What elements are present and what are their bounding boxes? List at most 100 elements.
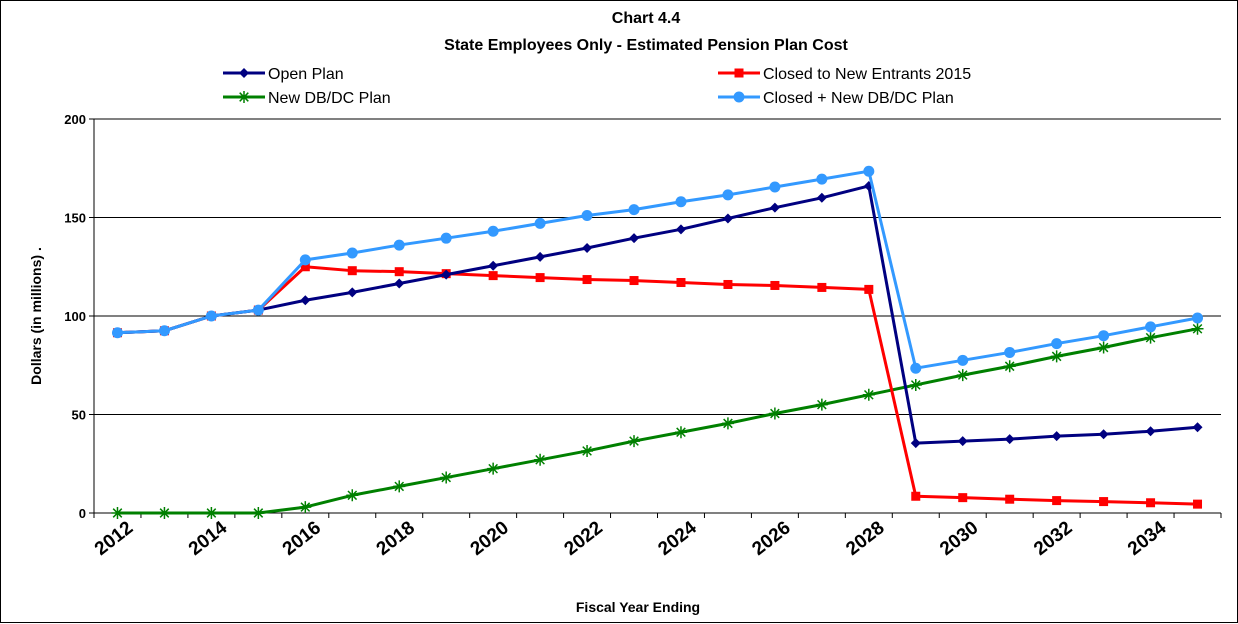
legend-label: Open Plan xyxy=(268,66,344,83)
data-point xyxy=(911,491,921,501)
data-point xyxy=(629,276,639,286)
data-point xyxy=(1005,494,1015,504)
data-point xyxy=(1192,312,1204,324)
chart-subtitle: State Employees Only - Estimated Pension… xyxy=(444,37,848,54)
data-point xyxy=(1099,497,1109,507)
y-tick-label: 100 xyxy=(64,309,86,324)
data-point xyxy=(1191,322,1204,335)
data-point xyxy=(723,279,733,289)
data-point xyxy=(1145,321,1157,333)
data-point xyxy=(1098,330,1110,342)
data-point xyxy=(957,436,968,447)
x-axis-label: Fiscal Year Ending xyxy=(576,599,700,615)
data-point xyxy=(488,271,498,281)
data-point xyxy=(441,269,452,280)
x-tick-label: 2032 xyxy=(1030,517,1076,560)
data-point xyxy=(347,287,358,298)
data-point xyxy=(910,438,921,449)
data-point xyxy=(722,189,734,201)
data-point xyxy=(300,262,310,272)
y-tick-label: 0 xyxy=(79,506,86,521)
data-point xyxy=(346,489,359,502)
data-point xyxy=(158,507,171,519)
legend-item-closed-new-db-dc-plan: Closed + New DB/DC Plan xyxy=(718,90,954,107)
data-point xyxy=(1052,496,1062,506)
data-point xyxy=(582,243,593,254)
data-point xyxy=(864,284,874,294)
x-tick-label: 2014 xyxy=(185,517,232,560)
data-point xyxy=(299,254,311,266)
data-point xyxy=(956,369,969,382)
data-point xyxy=(675,196,687,208)
data-point xyxy=(769,181,781,193)
data-point xyxy=(1004,434,1015,445)
legend-marker xyxy=(733,91,745,103)
data-point xyxy=(535,251,546,262)
data-point xyxy=(958,493,968,503)
data-point xyxy=(1192,422,1203,433)
series-line xyxy=(117,169,1198,370)
legend-marker xyxy=(238,91,250,103)
data-point xyxy=(347,266,357,276)
data-point xyxy=(205,310,217,322)
data-point xyxy=(252,507,265,519)
legend-marker xyxy=(239,68,249,78)
data-point xyxy=(158,325,170,337)
data-point xyxy=(722,213,733,224)
data-point xyxy=(299,501,312,514)
x-tick-label: 2018 xyxy=(373,517,419,560)
data-point xyxy=(440,232,452,244)
data-point xyxy=(1004,346,1016,358)
data-point xyxy=(487,225,499,237)
data-point xyxy=(1145,426,1156,437)
data-point xyxy=(721,417,734,430)
x-tick-label: 2026 xyxy=(748,517,794,560)
data-point xyxy=(629,233,640,244)
legend: Open Plan Closed to New Entrants 2015 New … xyxy=(223,66,971,107)
data-point xyxy=(675,224,686,235)
data-point xyxy=(440,471,453,484)
y-axis-label: Dollars (in millions) . xyxy=(28,247,44,385)
series-group xyxy=(111,165,1204,519)
data-point xyxy=(768,407,781,420)
data-point xyxy=(581,444,594,457)
data-point xyxy=(769,202,780,213)
legend-marker xyxy=(734,68,744,78)
data-point xyxy=(534,453,547,466)
data-point xyxy=(1097,341,1110,354)
x-tick-label: 2020 xyxy=(467,517,513,560)
legend-item-open-plan: Open Plan xyxy=(223,66,344,83)
data-point xyxy=(770,280,780,290)
data-point xyxy=(1051,338,1063,350)
data-point xyxy=(1003,360,1016,373)
data-point xyxy=(910,362,922,374)
data-point xyxy=(676,278,686,288)
x-tick-label: 2024 xyxy=(654,517,701,560)
data-point xyxy=(394,267,404,277)
data-point xyxy=(862,388,875,401)
data-point xyxy=(346,247,358,259)
data-point xyxy=(534,217,546,229)
series-line xyxy=(117,327,1198,515)
series-line xyxy=(117,265,1198,506)
series-new-db-dc-plan xyxy=(111,322,1204,519)
x-tick-label: 2030 xyxy=(936,517,982,560)
data-point xyxy=(1051,431,1062,442)
legend-item-closed-to-new-entrants-2015: Closed to New Entrants 2015 xyxy=(718,66,971,83)
series-closed-to-new-entrants-2015 xyxy=(112,262,1203,509)
x-tick-label: 2028 xyxy=(842,517,888,560)
data-point xyxy=(816,192,827,203)
x-tick-label: 2012 xyxy=(91,517,137,560)
data-point xyxy=(817,282,827,292)
legend-label: Closed + New DB/DC Plan xyxy=(763,90,954,107)
data-point xyxy=(957,354,969,366)
x-tick-labels: 2012 2014 2016 2018 2020 2022 2024 2026 2028 2030… xyxy=(91,517,1171,560)
series-open-plan xyxy=(112,180,1203,449)
data-point xyxy=(628,435,641,448)
axes xyxy=(89,118,1222,518)
data-point xyxy=(581,210,593,222)
data-point xyxy=(393,239,405,251)
data-point xyxy=(674,426,687,439)
